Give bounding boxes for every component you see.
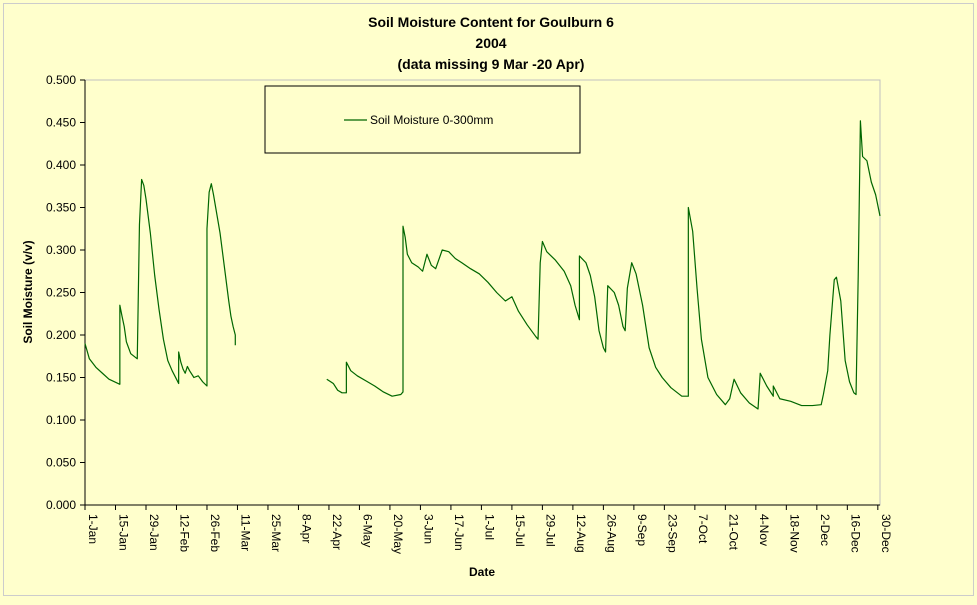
legend: Soil Moisture 0-300mm	[264, 85, 581, 154]
x-tick-label: 9-Sep	[635, 514, 649, 546]
series-line-soil-moisture	[84, 178, 236, 387]
y-tick-label: 0.250	[46, 286, 76, 300]
series-line-soil-moisture	[326, 120, 881, 410]
x-tick-label: 18-Nov	[787, 514, 801, 553]
x-tick-label: 20-May	[391, 514, 405, 554]
x-tick-label: 4-Nov	[757, 514, 771, 546]
x-tick-label: 16-Dec	[848, 514, 862, 553]
x-tick-label: 29-Jan	[147, 514, 161, 551]
y-axis-ticks: 0.000 0.050 0.100 0.150 0.200 0.250 0.300 0.350…	[46, 73, 85, 512]
x-tick-label: 25-Mar	[269, 514, 283, 552]
y-tick-label: 0.200	[46, 328, 76, 342]
x-tick-label: 21-Oct	[726, 514, 740, 551]
y-tick-label: 0.150	[46, 371, 76, 385]
y-tick-label: 0.000	[46, 498, 76, 512]
legend-label: Soil Moisture 0-300mm	[370, 113, 493, 127]
y-tick-label: 0.450	[46, 116, 76, 130]
y-tick-label: 0.400	[46, 158, 76, 172]
x-tick-label: 3-Jun	[421, 514, 435, 544]
y-tick-label: 0.300	[46, 243, 76, 257]
chart-subtitle-line-1: 2004	[475, 35, 506, 51]
x-tick-label: 1-Jul	[482, 514, 496, 540]
x-tick-label: 12-Aug	[574, 514, 588, 553]
y-tick-label: 0.050	[46, 456, 76, 470]
y-axis-title: Soil Moisture (v/v)	[21, 240, 35, 343]
chart-subtitle-line-2: (data missing 9 Mar -20 Apr)	[398, 56, 585, 72]
x-tick-label: 15-Jan	[116, 514, 130, 551]
y-tick-label: 0.100	[46, 413, 76, 427]
x-tick-label: 23-Sep	[665, 514, 679, 553]
y-tick-label: 0.500	[46, 73, 76, 87]
x-tick-label: 6-May	[360, 514, 374, 547]
legend-box	[264, 85, 581, 154]
x-tick-label: 26-Aug	[604, 514, 618, 553]
x-tick-label: 17-Jun	[452, 514, 466, 551]
x-tick-label: 15-Jul	[513, 514, 527, 547]
x-axis-title: Date	[469, 565, 495, 579]
y-tick-label: 0.350	[46, 201, 76, 215]
x-tick-label: 12-Feb	[177, 514, 191, 552]
x-axis-ticks: 1-Jan 15-Jan 29-Jan 12-Feb 26-Feb 11-Mar 25-Ma…	[84, 505, 893, 554]
x-tick-label: 29-Jul	[543, 514, 557, 547]
x-tick-label: 7-Oct	[696, 514, 710, 544]
x-tick-label: 8-Apr	[299, 514, 313, 543]
x-tick-label: 30-Dec	[879, 514, 893, 553]
x-tick-label: 11-Mar	[238, 514, 252, 551]
series-layer	[84, 120, 881, 410]
x-tick-label: 26-Feb	[208, 514, 222, 552]
x-tick-label: 1-Jan	[86, 514, 100, 544]
chart-title: Soil Moisture Content for Goulburn 6	[368, 14, 614, 30]
x-tick-label: 2-Dec	[818, 514, 832, 546]
x-tick-label: 22-Apr	[330, 514, 344, 550]
